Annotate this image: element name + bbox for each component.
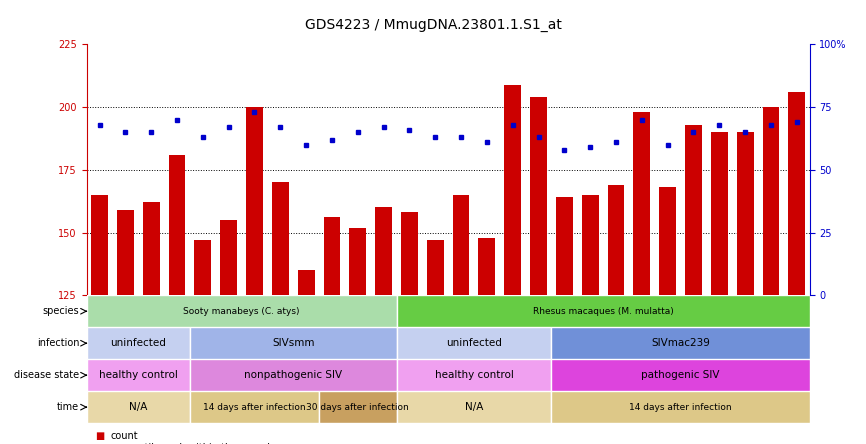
Bar xyxy=(401,213,417,295)
Bar xyxy=(319,391,397,423)
Text: GDS4223 / MmugDNA.23801.1.S1_at: GDS4223 / MmugDNA.23801.1.S1_at xyxy=(305,18,561,32)
Text: uninfected: uninfected xyxy=(110,338,166,348)
Text: N/A: N/A xyxy=(465,402,483,412)
Text: time: time xyxy=(57,402,80,412)
Bar xyxy=(349,227,366,295)
Bar xyxy=(659,187,676,295)
Bar xyxy=(556,198,572,295)
Bar xyxy=(195,240,211,295)
Bar xyxy=(87,359,190,391)
Bar xyxy=(397,295,810,327)
Bar xyxy=(143,202,159,295)
Text: uninfected: uninfected xyxy=(446,338,502,348)
Text: disease state: disease state xyxy=(14,370,80,380)
Text: species: species xyxy=(42,306,80,316)
Bar xyxy=(375,207,392,295)
Bar xyxy=(397,391,552,423)
Text: N/A: N/A xyxy=(129,402,147,412)
Bar xyxy=(397,327,552,359)
Bar xyxy=(190,327,397,359)
Text: ■: ■ xyxy=(95,443,105,444)
Bar xyxy=(530,97,547,295)
Text: nonpathogenic SIV: nonpathogenic SIV xyxy=(244,370,342,380)
Text: infection: infection xyxy=(37,338,80,348)
Bar xyxy=(552,327,810,359)
Text: 30 days after infection: 30 days after infection xyxy=(307,403,409,412)
Bar xyxy=(763,107,779,295)
Text: SIVmac239: SIVmac239 xyxy=(651,338,710,348)
Text: SIVsmm: SIVsmm xyxy=(272,338,314,348)
Text: count: count xyxy=(111,432,139,441)
Text: ■: ■ xyxy=(95,432,105,441)
Bar xyxy=(788,92,805,295)
Bar xyxy=(552,359,810,391)
Bar xyxy=(582,195,598,295)
Text: healthy control: healthy control xyxy=(435,370,514,380)
Bar xyxy=(711,132,727,295)
Text: Rhesus macaques (M. mulatta): Rhesus macaques (M. mulatta) xyxy=(533,307,674,316)
Bar xyxy=(453,195,469,295)
Bar xyxy=(87,327,190,359)
Text: 14 days after infection: 14 days after infection xyxy=(204,403,306,412)
Bar xyxy=(190,359,397,391)
Text: 14 days after infection: 14 days after infection xyxy=(630,403,732,412)
Bar xyxy=(552,391,810,423)
Bar xyxy=(685,125,701,295)
Text: percentile rank within the sample: percentile rank within the sample xyxy=(111,443,276,444)
Bar xyxy=(298,270,314,295)
Text: healthy control: healthy control xyxy=(99,370,178,380)
Bar xyxy=(737,132,753,295)
Text: Sooty manabeys (C. atys): Sooty manabeys (C. atys) xyxy=(184,307,300,316)
Bar xyxy=(117,210,133,295)
Bar xyxy=(479,238,495,295)
Text: pathogenic SIV: pathogenic SIV xyxy=(642,370,720,380)
Bar xyxy=(246,107,263,295)
Bar xyxy=(87,391,190,423)
Bar xyxy=(633,112,650,295)
Bar xyxy=(272,182,288,295)
Bar xyxy=(169,155,185,295)
Bar xyxy=(397,359,552,391)
Bar xyxy=(504,84,521,295)
Bar xyxy=(220,220,237,295)
Bar xyxy=(608,185,624,295)
Bar xyxy=(427,240,443,295)
Bar xyxy=(87,295,397,327)
Bar xyxy=(91,195,108,295)
Bar xyxy=(190,391,319,423)
Bar xyxy=(324,218,340,295)
